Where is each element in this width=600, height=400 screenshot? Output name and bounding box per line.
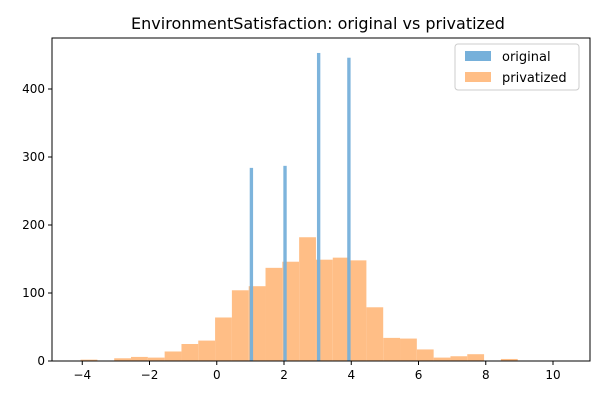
bar-privatized-16: [349, 260, 367, 361]
bar-original-2: [316, 52, 321, 362]
legend-swatch-privatized: [465, 72, 491, 82]
bar-privatized-23: [467, 354, 485, 361]
y-tick-label-3: 300: [22, 150, 45, 164]
bar-privatized-19: [400, 338, 417, 361]
bar-privatized-5: [164, 351, 182, 361]
bar-privatized-7: [198, 340, 216, 361]
legend-label-privatized: privatized: [502, 71, 567, 86]
bar-privatized-8: [215, 317, 232, 361]
chart-title: EnvironmentSatisfaction: original vs pri…: [131, 14, 505, 33]
bar-privatized-11: [265, 267, 283, 361]
bar-privatized-9: [231, 290, 249, 361]
x-tick-label-0: −4: [73, 368, 91, 382]
y-tick-label-1: 100: [22, 286, 45, 300]
x-tick-label-1: −2: [141, 368, 159, 382]
x-tick-label-7: 10: [545, 368, 560, 382]
legend: original privatized: [454, 43, 580, 91]
bar-privatized-13: [299, 237, 316, 361]
bar-privatized-2: [114, 358, 132, 361]
bar-privatized-3: [131, 356, 148, 361]
x-axis: −4 −2 0 2 4 6 8 10: [73, 361, 561, 382]
bar-privatized-4: [147, 357, 165, 361]
y-tick-label-0: 0: [37, 354, 45, 368]
bar-privatized-15: [332, 257, 350, 361]
legend-label-original: original: [502, 50, 551, 65]
legend-swatch-original: [465, 51, 491, 61]
bar-original-1: [283, 165, 287, 361]
bar-privatized-21: [433, 357, 451, 361]
plot-bars: [80, 52, 518, 362]
x-tick-label-3: 2: [280, 368, 288, 382]
bar-privatized-20: [416, 349, 434, 361]
bar-privatized-0: [80, 359, 98, 361]
bar-privatized-18: [383, 337, 401, 361]
bar-original-0: [249, 167, 254, 361]
y-tick-label-4: 400: [22, 82, 45, 96]
x-tick-label-4: 4: [347, 368, 355, 382]
x-tick-label-2: 0: [213, 368, 221, 382]
bar-original-3: [347, 57, 351, 361]
y-axis: 0 100 200 300 400: [22, 82, 52, 368]
bar-privatized-6: [181, 344, 199, 361]
plot-frame: [51, 37, 591, 362]
bar-privatized-22: [450, 356, 468, 361]
bar-privatized-17: [366, 307, 384, 361]
x-tick-label-5: 6: [415, 368, 423, 382]
bar-privatized-25: [500, 358, 518, 361]
x-tick-label-6: 8: [482, 368, 490, 382]
y-tick-label-2: 200: [22, 218, 45, 232]
